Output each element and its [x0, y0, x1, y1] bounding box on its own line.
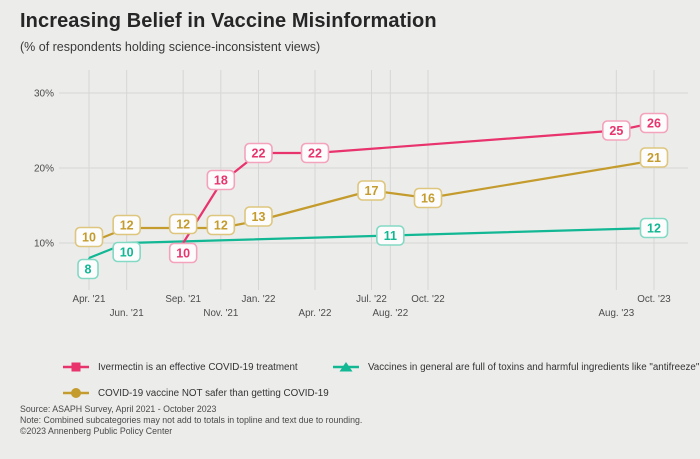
data-point-label-box	[112, 241, 141, 263]
legend-item-ivermectin: Ivermectin is an effective COVID-19 trea…	[63, 361, 298, 373]
data-point-label-box	[413, 187, 443, 209]
data-point-label-box	[168, 213, 198, 235]
data-point-label: 17	[365, 184, 379, 198]
legend-label-toxins: Vaccines in general are full of toxins a…	[368, 361, 700, 373]
x-tick-label: Oct. '22	[411, 294, 444, 305]
data-point-label: 18	[214, 173, 228, 187]
data-point-label-box	[376, 225, 405, 246]
chart-footer: Source: ASAPH Survey, April 2021 - Octob…	[20, 404, 362, 436]
data-point-label-box	[639, 112, 669, 134]
data-point-label: 25	[609, 124, 623, 138]
series-line	[88, 226, 655, 260]
x-tick-label: Apr. '21	[73, 294, 106, 305]
legend-item-covid-vaccine: COVID-19 vaccine NOT safer than getting …	[63, 387, 329, 399]
data-point-label-box	[244, 206, 273, 227]
x-tick-label: Nov. '21	[203, 308, 238, 319]
source-text: Source: ASAPH Survey, April 2021 - Octob…	[20, 404, 217, 414]
y-tick-label: 30%	[34, 89, 54, 100]
data-point-label: 10	[176, 246, 190, 260]
data-point-label-box	[206, 169, 236, 191]
data-point-label-box	[639, 147, 669, 168]
note-text: Note: Combined subcategories may not add…	[20, 414, 363, 425]
data-point-label: 22	[308, 146, 322, 160]
data-point-label: 12	[120, 218, 134, 232]
x-tick-label: Jul. '22	[356, 294, 387, 305]
data-point-label-box	[244, 142, 273, 164]
x-tick-label: Aug. '23	[599, 308, 635, 319]
copyright-text: ©2023 Annenberg Public Policy Center	[20, 425, 173, 436]
data-point-label: 12	[214, 218, 228, 232]
data-point-label-box	[168, 242, 198, 264]
data-point-label: 10	[120, 245, 134, 259]
page-title: Increasing Belief in Vaccine Misinformat…	[20, 10, 437, 32]
data-point-label-box	[602, 120, 631, 141]
x-tick-label: Aug. '22	[373, 308, 409, 319]
data-point-label: 8	[85, 262, 92, 276]
data-point-label: 22	[252, 146, 266, 160]
data-point-label-box	[112, 214, 141, 236]
data-point-label-box	[357, 180, 386, 201]
data-point-label-box	[77, 258, 99, 280]
data-point-label-box	[639, 217, 669, 239]
data-point-label-box	[206, 214, 236, 236]
data-point-label-box	[74, 226, 104, 248]
data-point-label: 13	[252, 210, 266, 224]
x-tick-label: Oct. '23	[637, 294, 671, 305]
y-tick-label: 20%	[34, 164, 54, 175]
legend-label-covid-vaccine: COVID-19 vaccine NOT safer than getting …	[98, 387, 329, 399]
circle-marker-icon	[63, 388, 89, 398]
data-point-label: 26	[647, 116, 661, 130]
triangle-marker-icon	[333, 362, 359, 372]
data-point-label: 16	[421, 191, 435, 205]
data-point-label: 12	[647, 221, 661, 235]
x-tick-label: Sep. '21	[165, 294, 201, 305]
x-tick-label: Apr. '22	[299, 308, 332, 319]
legend-item-toxins: Vaccines in general are full of toxins a…	[333, 361, 699, 373]
data-point-label: 11	[384, 229, 397, 243]
x-tick-label: Jun. '21	[110, 308, 144, 319]
y-tick-label: 10%	[34, 239, 54, 250]
data-point-label-box	[300, 142, 330, 164]
data-point-label: 10	[82, 230, 96, 244]
chart-subtitle: (% of respondents holding science-incons…	[20, 40, 321, 54]
data-point-label: 12	[176, 217, 190, 231]
legend-label-ivermectin: Ivermectin is an effective COVID-19 trea…	[98, 361, 298, 373]
x-tick-label: Jan. '22	[241, 294, 275, 305]
square-marker-icon	[63, 362, 89, 372]
data-point-label: 21	[647, 151, 661, 165]
